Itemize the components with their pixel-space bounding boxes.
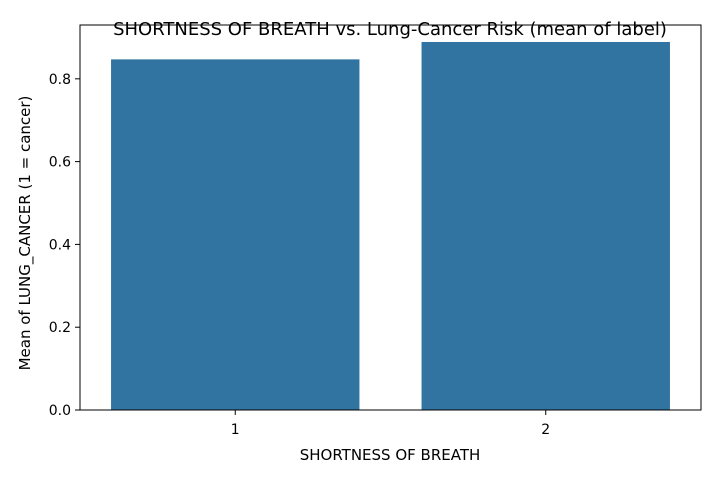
x-axis-label: SHORTNESS OF BREATH bbox=[300, 446, 481, 464]
chart-title: SHORTNESS OF BREATH vs. Lung-Cancer Risk… bbox=[113, 19, 667, 40]
y-tick-label: 0.0 bbox=[49, 403, 71, 419]
bar-1 bbox=[111, 59, 360, 410]
y-tick-label: 0.6 bbox=[49, 155, 71, 171]
y-axis-label: Mean of LUNG_CANCER (1 = cancer) bbox=[16, 96, 35, 371]
x-tick-label: 2 bbox=[541, 422, 550, 438]
plot-frame bbox=[79, 24, 702, 411]
x-tick-label: 1 bbox=[231, 422, 240, 438]
bars-group bbox=[111, 41, 670, 411]
y-axis-ticks: 0.0 0.2 0.4 0.6 0.8 bbox=[49, 72, 80, 419]
bar-2 bbox=[421, 41, 670, 411]
y-tick-label: 0.4 bbox=[49, 237, 71, 253]
y-tick-label: 0.2 bbox=[49, 320, 71, 336]
y-tick-label: 0.8 bbox=[49, 72, 71, 88]
